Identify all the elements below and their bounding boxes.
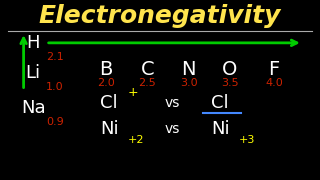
Text: 2.5: 2.5 [139,78,156,88]
Text: B: B [100,60,113,79]
Text: H: H [26,34,40,52]
Text: +: + [128,86,138,99]
Text: 0.9: 0.9 [46,117,64,127]
Text: Cl: Cl [100,94,118,112]
Text: 2.0: 2.0 [97,78,115,88]
Text: 1.0: 1.0 [46,82,63,92]
Text: Cl: Cl [212,94,229,112]
Text: vs: vs [165,122,180,136]
Text: Li: Li [26,64,41,82]
Text: N: N [181,60,196,79]
Text: C: C [140,60,154,79]
Text: 3.0: 3.0 [180,78,197,88]
Text: Electronegativity: Electronegativity [39,4,281,28]
Text: 3.5: 3.5 [221,78,239,88]
Text: +2: +2 [128,135,144,145]
Text: vs: vs [165,96,180,110]
Text: 4.0: 4.0 [265,78,283,88]
Text: Ni: Ni [211,120,229,138]
Text: 2.1: 2.1 [46,52,64,62]
Text: F: F [268,60,280,79]
Text: Ni: Ni [100,120,118,138]
Text: O: O [222,60,237,79]
Text: +3: +3 [239,135,255,145]
Text: Na: Na [21,99,45,117]
